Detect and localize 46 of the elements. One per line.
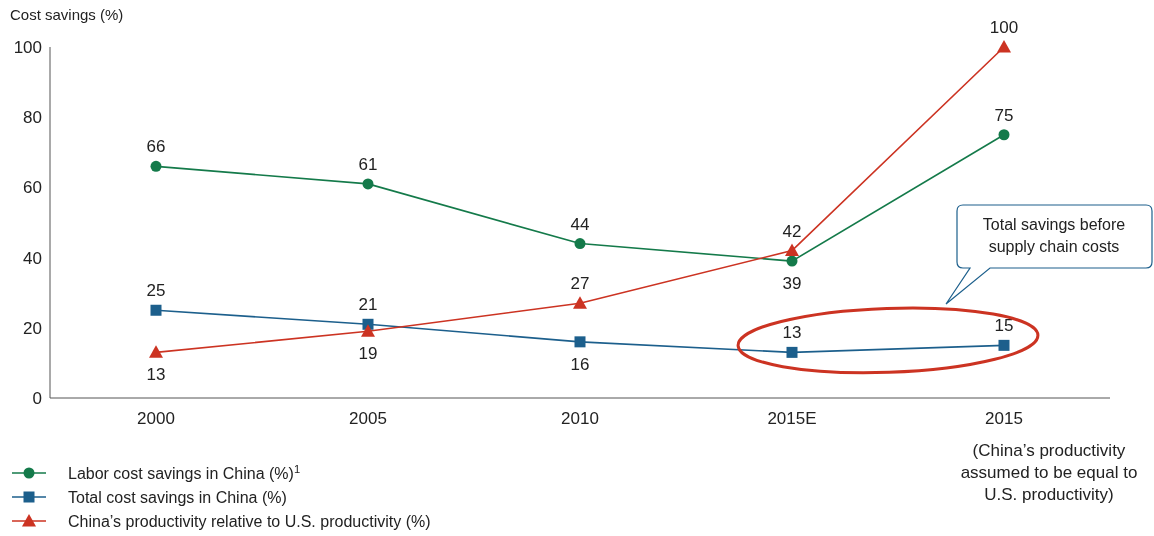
y-tick-label: 60 — [23, 178, 42, 198]
legend-label: Total cost savings in China (%) — [68, 488, 287, 506]
point — [785, 243, 799, 257]
data-label: 16 — [570, 354, 590, 374]
point — [150, 160, 162, 172]
data-label: 42 — [782, 221, 802, 241]
data-label: 15 — [994, 316, 1014, 336]
y-tick-label: 0 — [32, 388, 42, 408]
point — [361, 324, 375, 337]
data-label: 19 — [358, 344, 378, 364]
data-label: 27 — [570, 274, 590, 294]
point — [997, 40, 1011, 53]
point — [574, 336, 586, 348]
x-tick-label: 2015 — [985, 409, 1023, 428]
data-label: 75 — [994, 105, 1014, 125]
y-axis-title: Cost savings (%) — [10, 6, 124, 23]
x-tick-label: 2010 — [561, 409, 599, 428]
point — [362, 178, 374, 190]
y-tick-label: 100 — [13, 37, 42, 57]
point — [998, 129, 1010, 141]
data-label: 13 — [146, 365, 166, 385]
point — [150, 304, 162, 316]
x-tick-label: 2005 — [349, 409, 387, 428]
y-tick-label: 40 — [23, 248, 42, 268]
data-label: 61 — [358, 154, 378, 174]
point — [786, 255, 798, 267]
point — [573, 296, 587, 309]
data-label: 25 — [146, 281, 166, 301]
data-label: 100 — [989, 18, 1019, 37]
x-tick-label: 2000 — [137, 409, 175, 428]
data-label: 21 — [358, 295, 378, 315]
point — [998, 339, 1010, 351]
annotation: Total savings before supply chain costs — [982, 216, 1126, 255]
data-label: 44 — [570, 214, 590, 234]
y-tick-label: 80 — [23, 108, 42, 128]
legend-label: Labor cost savings in China (%)$^{1}$ — [68, 462, 301, 482]
data-label: 13 — [782, 323, 802, 343]
point — [149, 345, 163, 358]
data-label: 39 — [782, 274, 802, 294]
text: (China’s productivity assumed to be equal to U.S. productivity) — [960, 441, 1138, 504]
data-label: 66 — [146, 137, 166, 157]
y-tick-label: 20 — [23, 318, 42, 338]
point — [786, 346, 798, 358]
legend-label: China’s productivity relative to U.S. productivity (%) — [68, 512, 431, 530]
x-tick-label: 2015E — [767, 409, 817, 428]
point — [574, 238, 586, 250]
